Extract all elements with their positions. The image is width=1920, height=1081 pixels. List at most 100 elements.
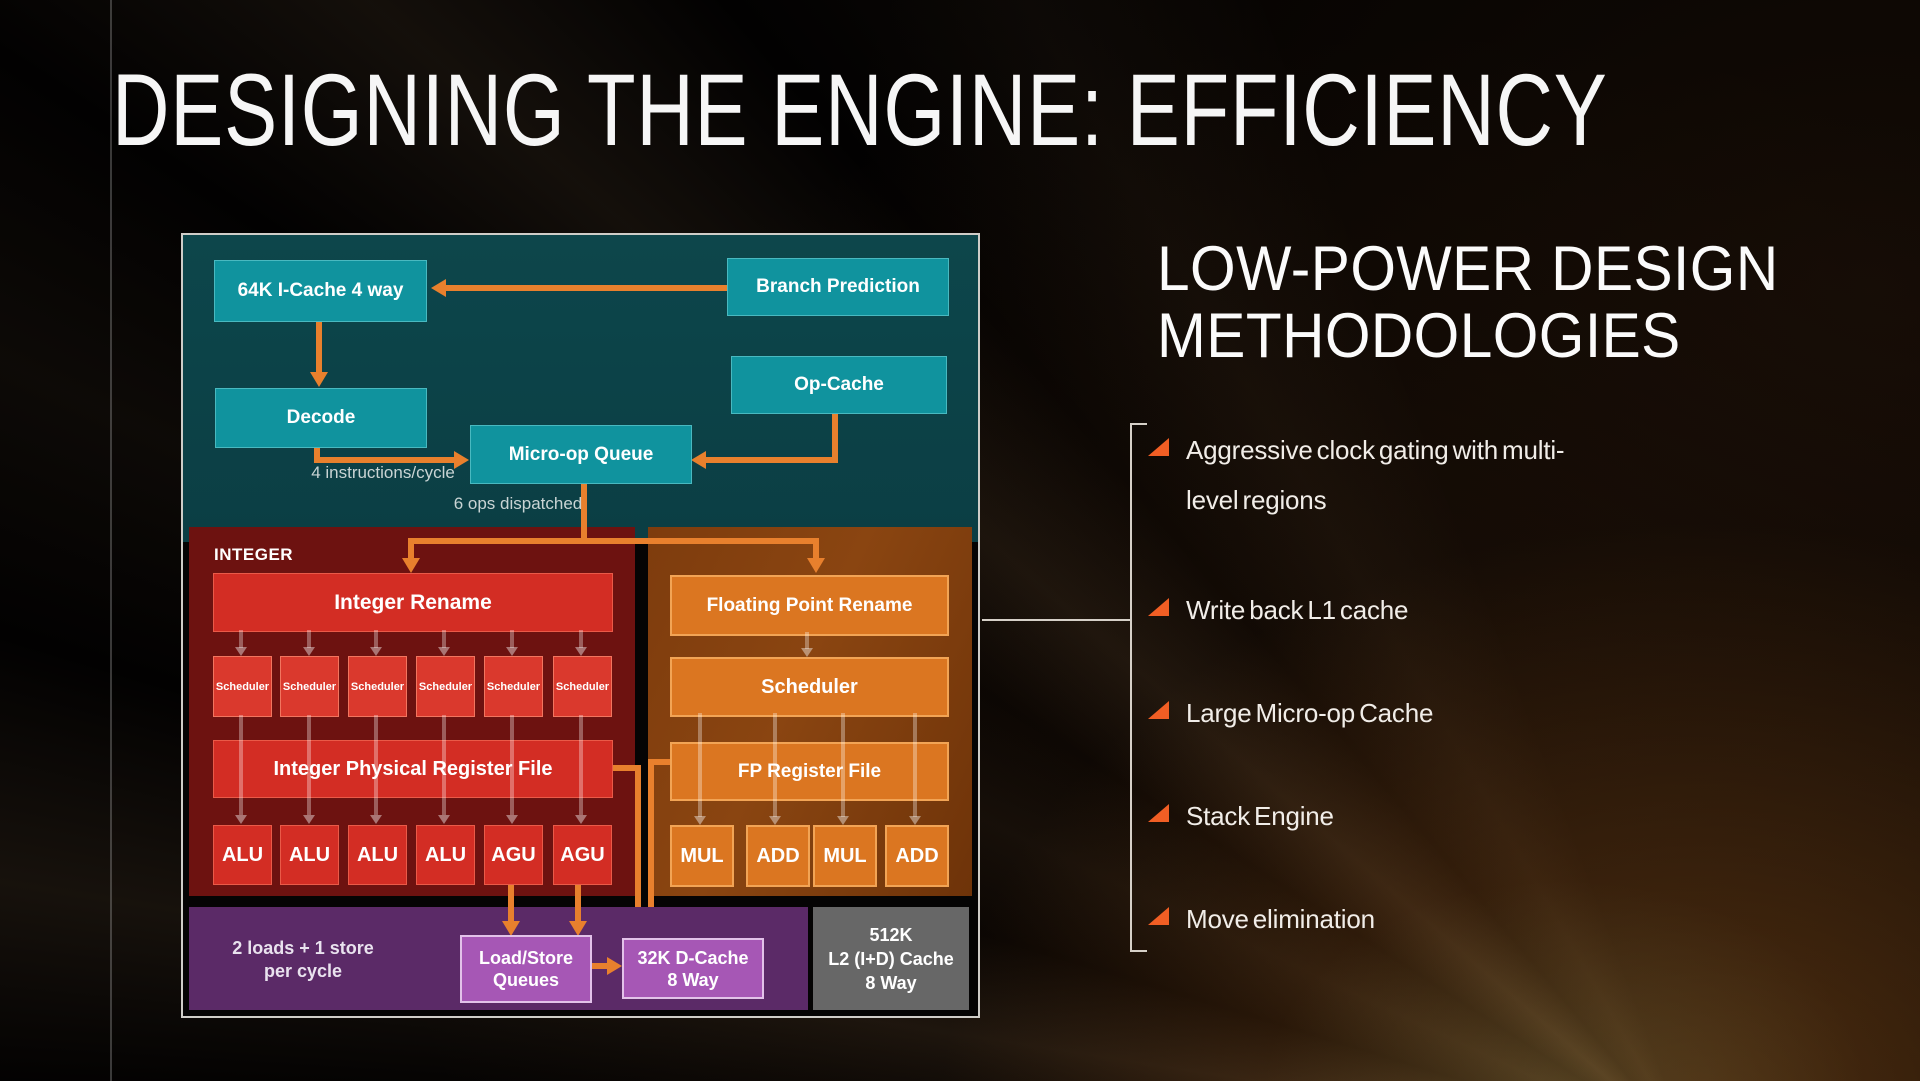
loadstore-queues-box: Load/Store Queues <box>460 935 592 1003</box>
instructions-per-cycle-label: 4 instructions/cycle <box>311 463 455 482</box>
arrow-icache-to-decode <box>316 320 322 372</box>
ghost-arrowhead-icon <box>235 815 247 824</box>
agu-box: AGU <box>484 825 543 885</box>
bullet-triangle-icon <box>1148 701 1169 719</box>
fp-mul-box: MUL <box>670 825 734 887</box>
dcache-line1: 32K D-Cache <box>637 947 749 968</box>
ghost-line <box>374 715 378 815</box>
fp-register-file-box: FP Register File <box>670 742 949 801</box>
dcache-box: 32K D-Cache 8 Way <box>622 938 764 999</box>
ghost-arrowhead-icon <box>506 647 518 656</box>
right-heading: LOW-POWER DESIGN METHODOLOGIES <box>1157 236 1779 370</box>
ghost-line <box>698 713 702 817</box>
ghost-arrowhead-icon <box>909 816 921 825</box>
arrow-opcache-elbow-v <box>832 412 838 463</box>
ghost-line <box>773 713 777 817</box>
agu-arrow-2 <box>575 883 581 921</box>
list-item: Move elimination <box>1148 894 1608 954</box>
ghost-line <box>442 715 446 815</box>
ghost-line <box>579 630 583 648</box>
right-heading-line2: METHODOLOGIES <box>1157 301 1681 371</box>
loads-line1: 2 loads + 1 store <box>232 938 374 958</box>
l2-line3: 8 Way <box>865 972 917 993</box>
list-item: Large Micro-op Cache <box>1148 688 1608 748</box>
bracket-top-hook <box>1130 423 1147 425</box>
integer-register-file-box: Integer Physical Register File <box>213 740 613 798</box>
integer-rename-box: Integer Rename <box>213 573 613 632</box>
int-scheduler-box: Scheduler <box>416 656 475 717</box>
bracket-spine <box>1130 423 1132 952</box>
page-title: DESIGNING THE ENGINE: EFFICIENCY <box>112 53 1608 167</box>
arrow-branch-to-icache <box>446 285 729 291</box>
list-item: Stack Engine <box>1148 791 1608 851</box>
integer-section-label: INTEGER <box>214 545 294 564</box>
ghost-line <box>307 715 311 815</box>
bullet-text: Aggressive clock gating with multi-level… <box>1186 435 1565 515</box>
ghost-line <box>239 715 243 815</box>
bullet-text: Write back L1 cache <box>1186 595 1409 625</box>
ghost-arrowhead-icon <box>438 815 450 824</box>
int-scheduler-box: Scheduler <box>484 656 543 717</box>
uop-queue-box: Micro-op Queue <box>470 425 692 484</box>
alu-box: ALU <box>280 825 339 885</box>
cpu-block-diagram: 64K I-Cache 4 way Branch Prediction Deco… <box>181 233 980 1018</box>
ghost-line <box>579 715 583 815</box>
alu-box: ALU <box>213 825 272 885</box>
ghost-arrowhead-icon <box>769 816 781 825</box>
connector-line <box>982 619 1131 621</box>
ghost-line <box>913 713 917 817</box>
bullet-triangle-icon <box>1148 804 1169 822</box>
dcache-line2: 8 Way <box>667 969 719 990</box>
right-heading-line1: LOW-POWER DESIGN <box>1157 234 1779 304</box>
alu-box: ALU <box>348 825 407 885</box>
alu-box: ALU <box>416 825 475 885</box>
ghost-arrowhead-icon <box>303 815 315 824</box>
ghost-line <box>510 630 514 648</box>
ghost-arrowhead-icon <box>303 647 315 656</box>
l2-line1: 512K <box>869 924 913 945</box>
int-scheduler-box: Scheduler <box>280 656 339 717</box>
ghost-arrowhead-icon <box>575 815 587 824</box>
ghost-line <box>307 630 311 648</box>
l2-line2: L2 (I+D) Cache <box>828 948 954 969</box>
iprf-link-v <box>635 765 641 907</box>
ghost-arrowhead-icon <box>694 816 706 825</box>
ghost-arrowhead-icon <box>370 815 382 824</box>
loads-line2: per cycle <box>263 961 343 981</box>
iprf-link-h <box>611 765 641 771</box>
bullet-triangle-icon <box>1148 438 1169 456</box>
arrow-decode-to-uopq <box>314 457 454 463</box>
ghost-arrowhead-icon <box>801 648 813 657</box>
ghost-line <box>510 715 514 815</box>
ghost-line <box>239 630 243 648</box>
ghost-arrowhead-icon <box>438 647 450 656</box>
opcache-box: Op-Cache <box>731 356 947 414</box>
bullet-text: Move elimination <box>1186 904 1375 934</box>
fp-add-box: ADD <box>885 825 949 887</box>
agu-box: AGU <box>553 825 612 885</box>
list-item: Write back L1 cache <box>1148 585 1608 645</box>
branch-prediction-box: Branch Prediction <box>727 258 949 316</box>
bracket-bottom-hook <box>1130 950 1147 952</box>
ops-dispatched-label: 6 ops dispatched <box>453 494 583 513</box>
dispatch-right-arm <box>813 538 819 558</box>
left-margin-rule <box>110 0 112 1081</box>
ghost-arrowhead-icon <box>506 815 518 824</box>
arrow-uopq-down <box>581 482 587 544</box>
arrow-decode-elbow-v <box>314 446 320 463</box>
fp-scheduler-box: Scheduler <box>670 657 949 717</box>
bullet-triangle-icon <box>1148 598 1169 616</box>
ghost-arrowhead-icon <box>837 816 849 825</box>
fp-mul-box: MUL <box>813 825 877 887</box>
int-scheduler-box: Scheduler <box>553 656 612 717</box>
lsq-line2: Queues <box>492 970 560 990</box>
ghost-arrowhead-icon <box>235 647 247 656</box>
ghost-arrowhead-icon <box>370 647 382 656</box>
ghost-line <box>442 630 446 648</box>
ghost-line <box>841 713 845 817</box>
ghost-line <box>374 630 378 648</box>
arrow-opcache-to-uopq <box>706 457 838 463</box>
loads-per-cycle-label: 2 loads + 1 store per cycle <box>223 937 383 983</box>
decode-box: Decode <box>215 388 427 448</box>
